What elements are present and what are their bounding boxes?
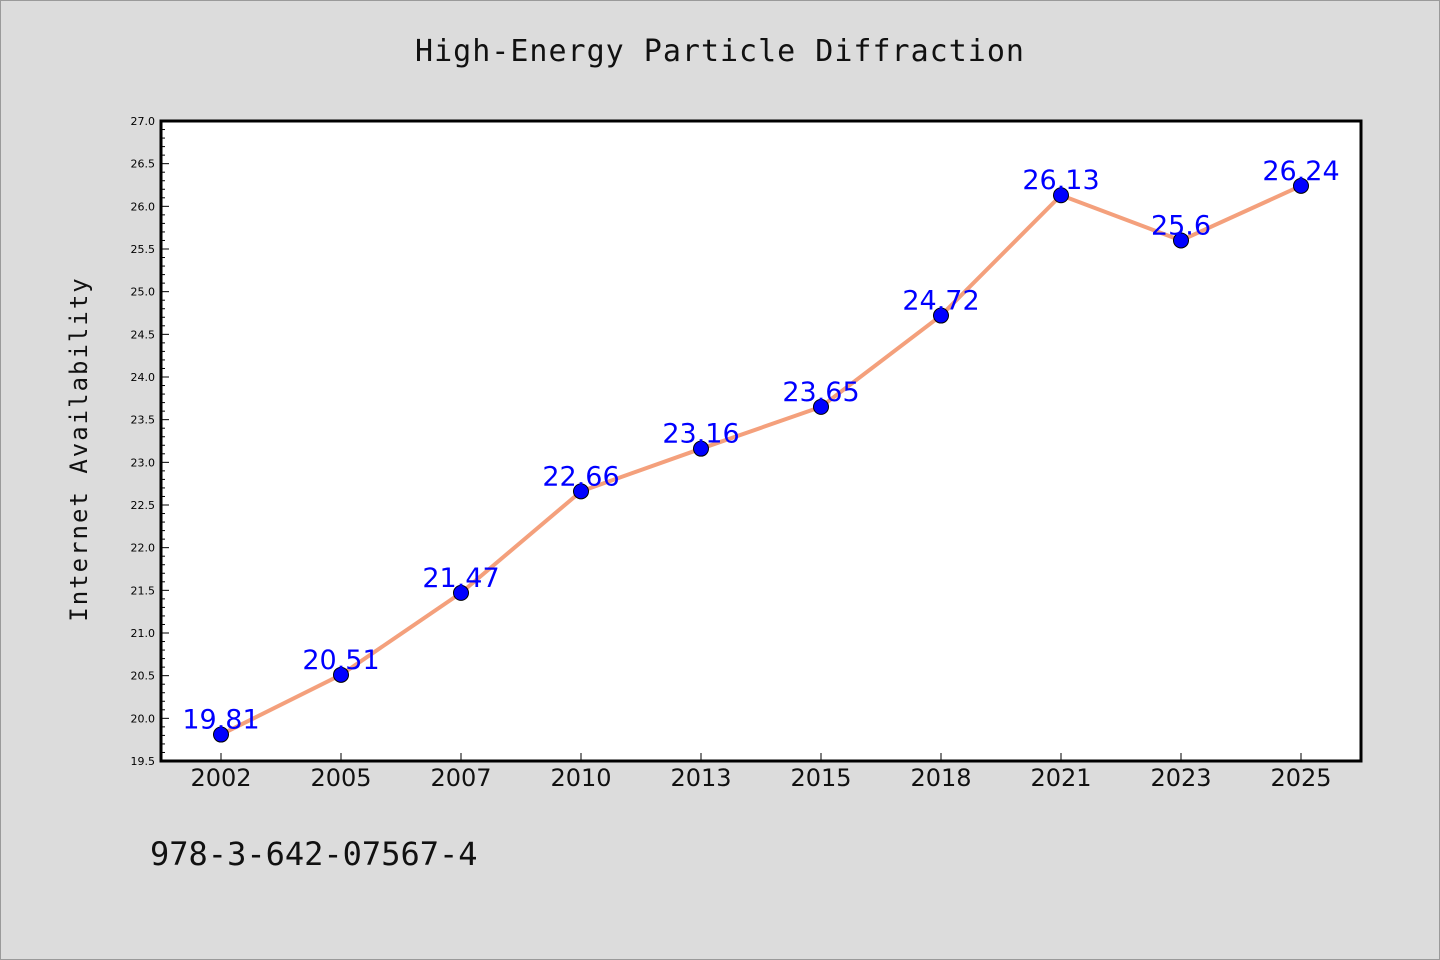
y-tick-label: 23.0: [131, 456, 156, 469]
y-tick-label: 25.0: [131, 286, 156, 299]
x-tick-label: 2025: [1270, 764, 1331, 792]
data-label: 19.81: [182, 705, 259, 736]
y-tick-label: 20.0: [131, 712, 156, 725]
y-tick-label: 24.0: [131, 371, 156, 384]
y-tick-label: 21.5: [131, 584, 156, 597]
x-tick-label: 2002: [190, 764, 251, 792]
data-label: 21.47: [422, 563, 499, 594]
data-point: [693, 440, 709, 457]
data-point: [333, 666, 349, 683]
data-point: [453, 584, 469, 601]
y-tick-label: 27.0: [131, 115, 156, 128]
x-tick-label: 2015: [790, 764, 851, 792]
chart-title: High-Energy Particle Diffraction: [415, 34, 1025, 69]
y-tick-label: 24.5: [131, 328, 156, 341]
y-tick-label: 25.5: [131, 243, 156, 256]
plot-frame: [159, 119, 1363, 763]
y-tick-label: 19.5: [131, 755, 156, 768]
y-tick-label: 26.5: [131, 158, 156, 171]
isbn-text: 978-3-642-07567-4: [150, 835, 478, 873]
data-label: 26.13: [1022, 165, 1099, 196]
data-label: 23.16: [662, 419, 739, 450]
x-tick-label: 2013: [670, 764, 731, 792]
data-label: 23.65: [782, 377, 859, 408]
plot-area: [161, 121, 1361, 761]
data-point: [813, 398, 829, 415]
data-label: 20.51: [302, 645, 379, 676]
x-tick-label: 2023: [1150, 764, 1211, 792]
data-point: [213, 726, 229, 743]
y-tick-label: 26.0: [131, 200, 156, 213]
data-point: [1053, 187, 1069, 204]
x-tick-label: 2010: [550, 764, 611, 792]
data-point: [1173, 232, 1189, 249]
y-tick-label: 20.5: [131, 670, 156, 683]
data-point: [933, 307, 949, 324]
data-label: 25.6: [1151, 210, 1211, 241]
data-point: [573, 483, 589, 500]
data-point: [1293, 177, 1309, 194]
y-tick-label: 21.0: [131, 627, 156, 640]
data-label: 22.66: [542, 461, 619, 492]
x-tick-label: 2005: [310, 764, 371, 792]
y-tick-label: 22.0: [131, 542, 156, 555]
y-tick-label: 23.5: [131, 414, 156, 427]
x-tick-label: 2021: [1030, 764, 1091, 792]
x-tick-label: 2007: [430, 764, 491, 792]
data-label: 26.24: [1262, 156, 1339, 187]
y-axis-label: Internet Availability: [65, 276, 93, 621]
data-label: 24.72: [902, 286, 979, 317]
x-tick-label: 2018: [910, 764, 971, 792]
series-line: [219, 183, 1303, 737]
y-tick-label: 22.5: [131, 499, 156, 512]
